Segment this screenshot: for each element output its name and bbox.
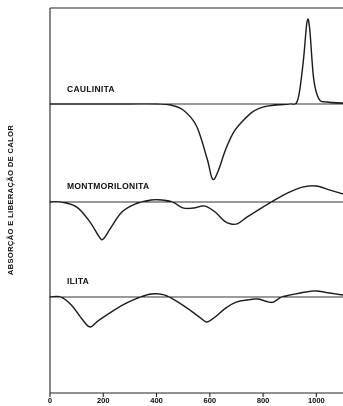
series-caulinita: CAULINITA bbox=[49, 18, 343, 181]
series-label: MONTMORILONITA bbox=[67, 181, 149, 191]
x-tick-label: 200 bbox=[97, 396, 110, 405]
series-curve bbox=[49, 185, 343, 241]
x-tick-label: 800 bbox=[257, 396, 270, 405]
x-tick-label: 1000 bbox=[308, 396, 325, 405]
x-axis-ticks: 0 200 400 600 800 1000 bbox=[48, 393, 325, 405]
plot-frame bbox=[49, 7, 343, 394]
series-curve bbox=[49, 18, 343, 181]
series-ilita: ILITA bbox=[49, 276, 343, 328]
series-layer: CAULINITA MONTMORILONITA ILITA bbox=[49, 18, 343, 328]
series-montmorilonita: MONTMORILONITA bbox=[49, 181, 343, 241]
series-curve bbox=[49, 290, 343, 328]
series-label: CAULINITA bbox=[67, 84, 115, 94]
x-tick-label: 0 bbox=[48, 396, 52, 405]
y-axis-label: ABSORÇÃO E LIBERAÇÃO DE CALOR bbox=[6, 125, 15, 276]
x-tick-label: 600 bbox=[204, 396, 217, 405]
series-label: ILITA bbox=[67, 276, 89, 286]
x-tick-label: 400 bbox=[150, 396, 163, 405]
